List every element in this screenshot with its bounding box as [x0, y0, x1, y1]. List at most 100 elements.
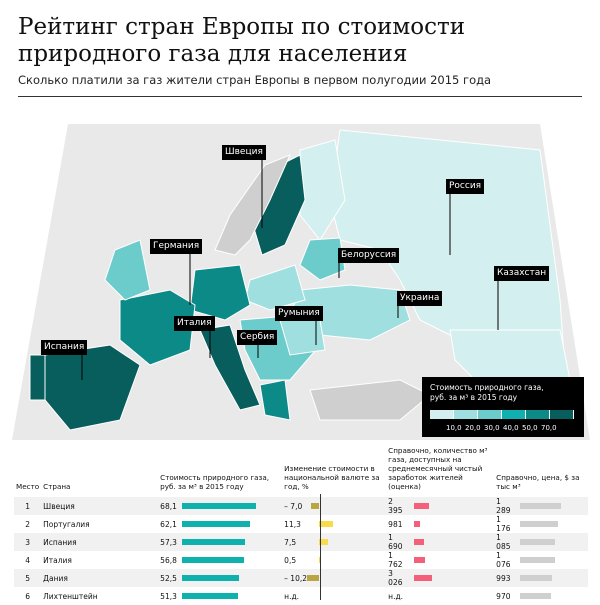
- country-cell: Италия: [43, 555, 72, 565]
- rank-cell: 2: [25, 519, 30, 529]
- change-bar: [319, 557, 321, 563]
- usd-bar: [520, 539, 555, 545]
- region-turkey: [309, 379, 431, 421]
- map-legend: Стоимость природного газа, руб. за м³ в …: [422, 377, 584, 437]
- rank-cell: 6: [25, 591, 30, 601]
- usd-value: 970: [496, 591, 511, 601]
- price-bar: [182, 593, 239, 599]
- map-label-romania: Румыния: [275, 306, 323, 321]
- change-value: – 10,2: [284, 574, 308, 583]
- usd-value: 1 076: [496, 551, 511, 569]
- change-value: 11,3: [284, 520, 301, 529]
- country-cell: Лихтенштейн: [43, 591, 98, 601]
- price-value: 56,8: [160, 555, 177, 565]
- subtitle: Сколько платили за газ жители стран Евро…: [18, 73, 492, 87]
- legend-tick: 50,0: [522, 424, 538, 432]
- count-bar: [414, 575, 433, 581]
- count-value: 1 762: [388, 551, 403, 569]
- header-rank: Место: [16, 482, 40, 491]
- usd-bar: [520, 593, 552, 599]
- table-row: 5 Дания 52,5 – 10,2 3 026 993: [14, 569, 588, 587]
- legend-tick: 70,0: [541, 424, 557, 432]
- legend-swatch: [526, 410, 550, 419]
- count-bar: [414, 503, 429, 509]
- legend-swatch: [454, 410, 478, 419]
- legend-swatch: [502, 410, 526, 419]
- region-france: [119, 289, 196, 366]
- region-portugal: [29, 354, 46, 401]
- page-title: Рейтинг стран Европы по стоимости природ…: [18, 14, 466, 67]
- rank-cell: 5: [14, 569, 42, 587]
- table-row: 6 Лихтенштейн 51,3 н.д. н.д. 970: [14, 587, 588, 605]
- rank-cell: 4: [25, 555, 30, 565]
- table-row: 3 Испания 57,3 7,5 1 690 1 085: [14, 533, 588, 551]
- legend-tick: 20,0: [465, 424, 481, 432]
- price-bar: [182, 503, 257, 509]
- header-country: Страна: [43, 482, 71, 491]
- count-bar: [414, 557, 425, 563]
- country-cell: Испания: [41, 533, 159, 551]
- region-uk: [104, 239, 151, 301]
- legend-tick: 30,0: [484, 424, 500, 432]
- header-count: Справочно, количество м³ газа, доступных…: [388, 446, 488, 491]
- map-label-russia: Россия: [446, 179, 485, 194]
- count-value: 1 690: [388, 533, 403, 551]
- country-cell: Португалия: [43, 519, 90, 529]
- count-bar: [414, 521, 421, 527]
- usd-bar: [520, 557, 555, 563]
- price-bar: [182, 521, 250, 527]
- usd-bar: [520, 575, 552, 581]
- change-bar: [319, 521, 333, 527]
- country-cell: Швеция: [41, 497, 159, 515]
- legend-tick: 10,0: [446, 424, 462, 432]
- usd-value: 1 085: [496, 533, 511, 551]
- legend-swatch: [550, 410, 574, 419]
- usd-value: 993: [496, 573, 511, 583]
- legend-tick: 40,0: [503, 424, 519, 432]
- ranking-table: Место Страна Стоимость природного газа, …: [14, 446, 588, 605]
- divider: [18, 96, 582, 97]
- change-value: – 7,0: [284, 502, 303, 511]
- usd-bar: [520, 503, 562, 509]
- map-label-spain: Испания: [41, 340, 88, 355]
- header-price: Стоимость природного газа, руб. за м³ в …: [160, 473, 270, 491]
- map-label-germany: Германия: [150, 239, 203, 254]
- legend-swatch: [430, 410, 454, 419]
- change-bar: [310, 503, 320, 509]
- usd-value: 1 176: [496, 515, 511, 533]
- change-bar: [306, 575, 320, 581]
- usd-value: 1 289: [496, 497, 511, 515]
- change-value: 0,5: [284, 556, 297, 565]
- usd-bar: [520, 521, 558, 527]
- count-bar: [414, 539, 425, 545]
- region-norway: [214, 154, 291, 256]
- legend-title: Стоимость природного газа, руб. за м³ в …: [430, 383, 544, 402]
- price-bar: [182, 539, 245, 545]
- price-bar: [182, 557, 245, 563]
- count-value: н.д.: [388, 591, 404, 601]
- price-value: 68,1: [160, 501, 177, 511]
- region-greece: [259, 379, 291, 421]
- map-label-belarus: Белоруссия: [338, 248, 400, 263]
- europe-map: [12, 124, 590, 440]
- change-value: 7,5: [284, 538, 297, 547]
- price-value: 62,1: [160, 519, 177, 529]
- rank-cell: 3: [14, 533, 42, 551]
- price-value: 57,3: [160, 537, 177, 547]
- legend-swatch: [478, 410, 502, 419]
- change-bar: [319, 539, 329, 545]
- count-value: 981: [388, 519, 403, 529]
- table-row: 2 Португалия 62,1 11,3 981 1 176: [14, 515, 588, 533]
- header-usd: Справочно, цена, $ за тыс м³: [496, 473, 580, 491]
- region-belarus: [299, 237, 346, 281]
- rank-cell: 1: [14, 497, 42, 515]
- header-change: Изменение стоимости в национальной валют…: [284, 464, 380, 491]
- change-zero-axis: [320, 494, 321, 600]
- map-label-sweden: Швеция: [222, 145, 266, 160]
- price-value: 52,5: [160, 573, 177, 583]
- count-value: 3 026: [388, 569, 403, 587]
- price-bar: [182, 575, 240, 581]
- table-row: 4 Италия 56,8 0,5 1 762 1 076: [14, 551, 588, 569]
- map-label-serbia: Сербия: [237, 330, 278, 345]
- map-label-ukraine: Украина: [397, 291, 443, 306]
